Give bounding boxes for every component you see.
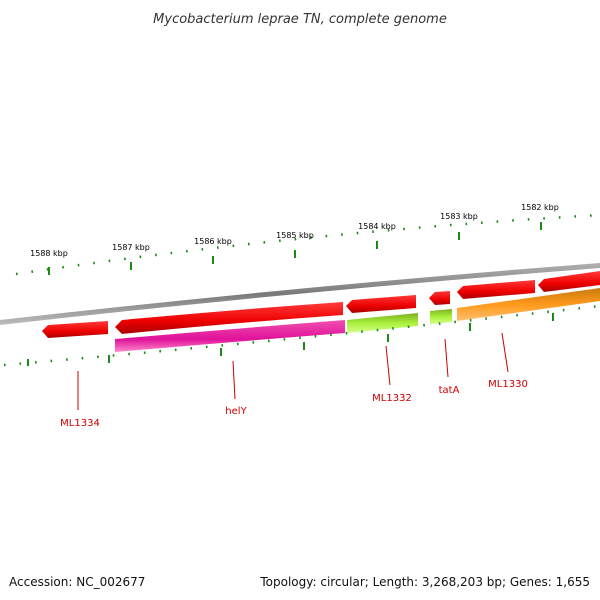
gene-track [42, 271, 600, 338]
feature-track [115, 288, 600, 352]
scale-label: 1585 kbp [276, 231, 314, 240]
feature-helY[interactable] [115, 320, 345, 352]
gene-label-ML1332[interactable]: ML1332 [372, 393, 412, 404]
leader-ML1330 [501, 332, 509, 373]
feature-tatA[interactable] [430, 309, 452, 324]
gene-arrow-tatA[interactable] [429, 291, 450, 305]
gene-arrow-helY[interactable] [115, 302, 343, 334]
gene-arrow-ML1334[interactable] [42, 321, 108, 338]
gene-arrow-next[interactable] [538, 271, 600, 292]
outer-tick-ring [15, 213, 600, 276]
inner-tick-ring [3, 304, 600, 367]
accession-text: Accession: NC_002677 [9, 575, 145, 589]
feature-ML1332[interactable] [347, 313, 418, 333]
scale-label: 1588 kbp [30, 249, 68, 258]
leader-tatA [444, 338, 449, 378]
scale-label: 1584 kbp [358, 222, 396, 231]
gene-label-helY[interactable]: helY [225, 406, 247, 417]
leader-ML1332 [385, 345, 391, 386]
scale-label: 1583 kbp [440, 212, 478, 221]
feature-ML1330[interactable] [457, 288, 600, 321]
gene-arrow-ML1332[interactable] [346, 295, 416, 313]
gene-labels: ML1334 helY ML1332 tatA ML1330 [60, 379, 528, 429]
scale-label: 1587 kbp [112, 243, 150, 252]
gene-label-ML1334[interactable]: ML1334 [60, 418, 100, 429]
gene-arrow-ML1330[interactable] [457, 280, 535, 299]
genome-info-text: Topology: circular; Length: 3,268,203 bp… [259, 575, 590, 589]
scale-label: 1582 kbp [521, 203, 559, 212]
gene-label-ML1330[interactable]: ML1330 [488, 379, 528, 390]
leader-helY [232, 360, 236, 400]
map-title: Mycobacterium leprae TN, complete genome [153, 12, 447, 27]
outer-dotted-arc [15, 213, 600, 276]
scale-labels: 1588 kbp 1587 kbp 1586 kbp 1585 kbp 1584… [30, 203, 559, 258]
gene-label-tatA[interactable]: tatA [439, 385, 460, 396]
label-leaders [77, 332, 509, 410]
genome-backbone [0, 263, 600, 325]
scale-label: 1586 kbp [194, 237, 232, 246]
